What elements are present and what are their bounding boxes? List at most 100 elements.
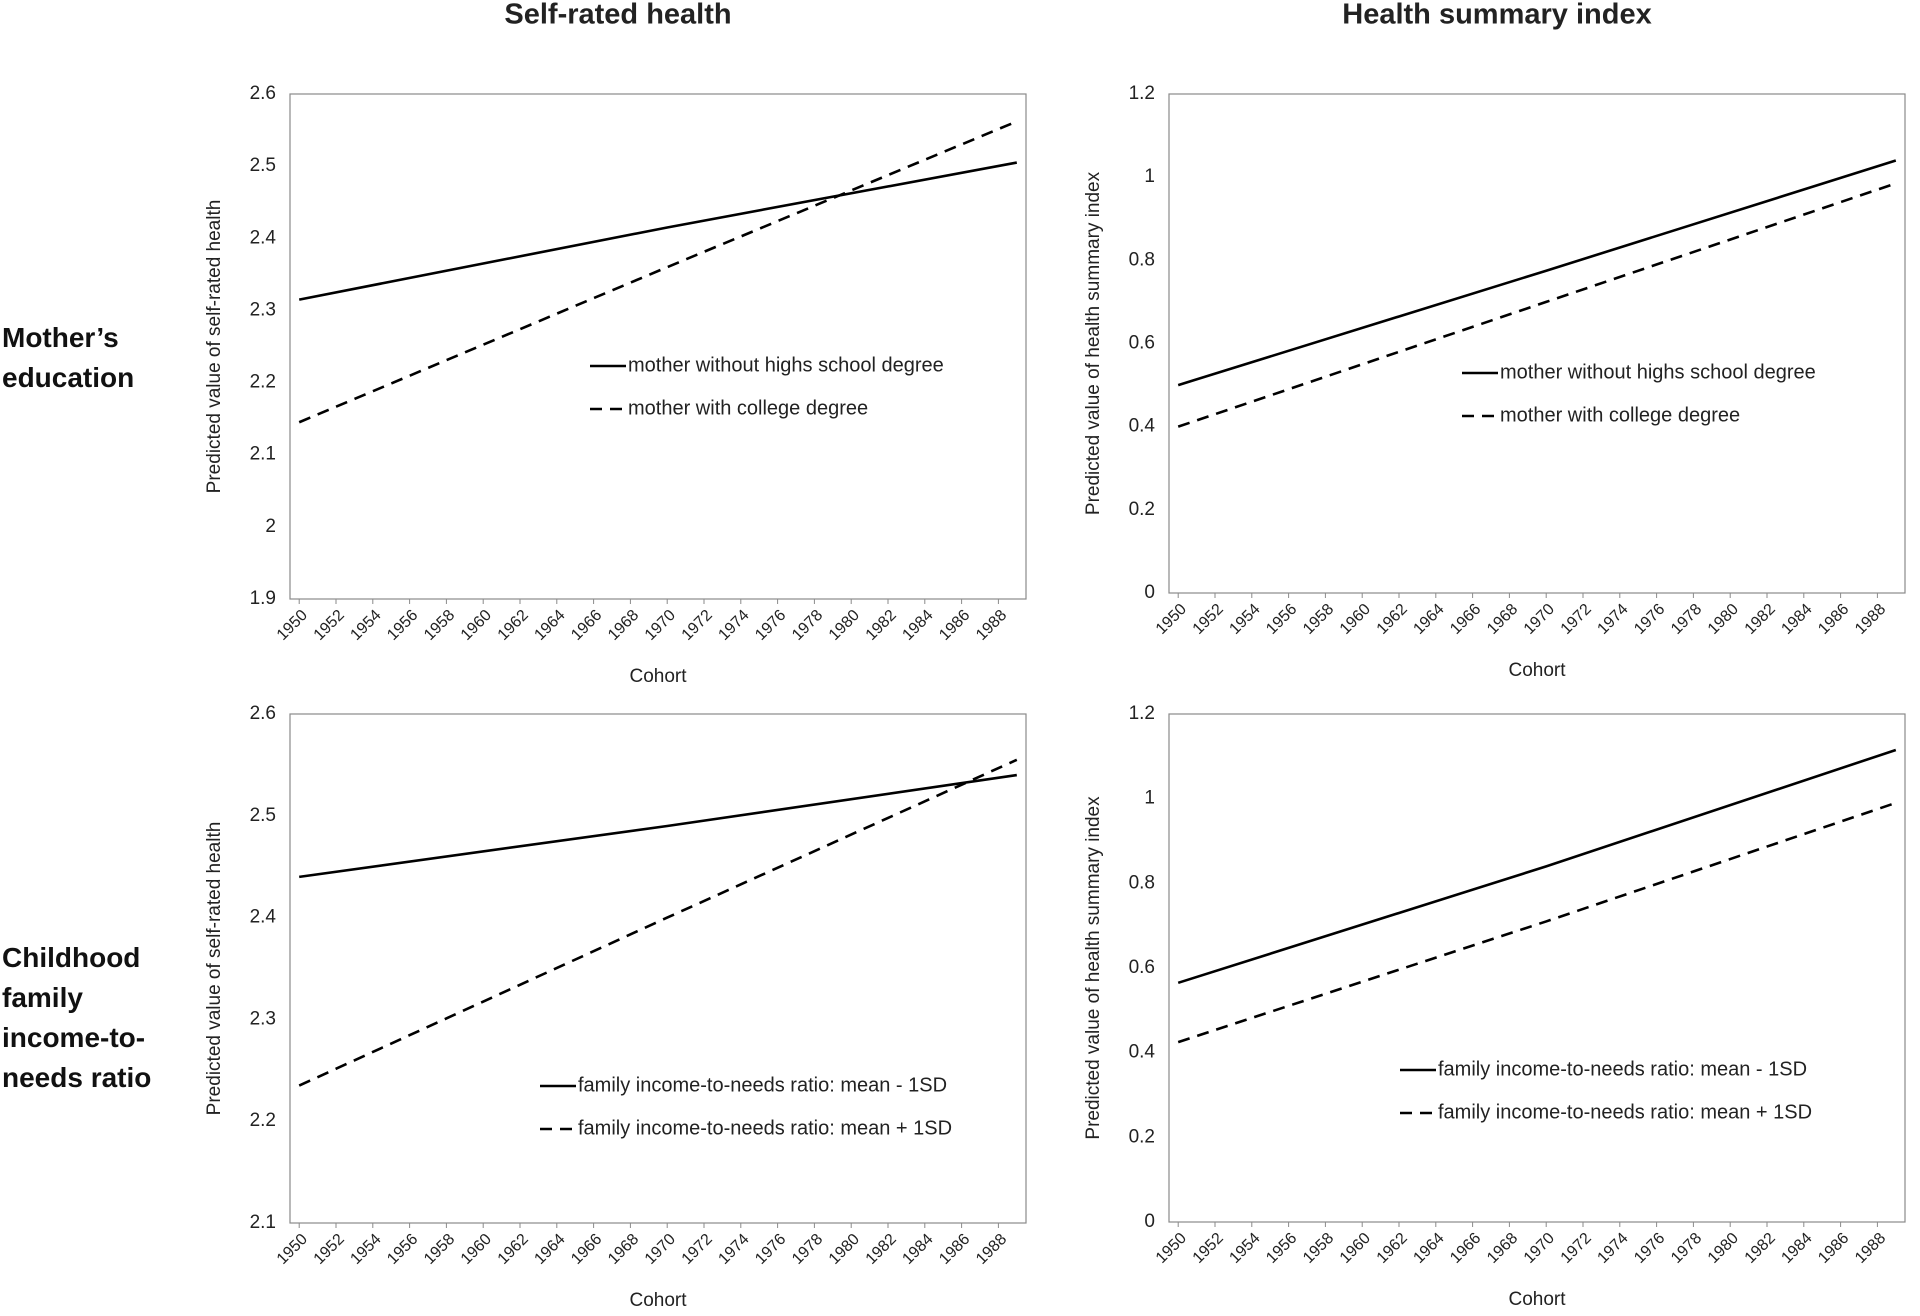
x-tick-label: 1952 [1190, 601, 1227, 638]
x-tick-label: 1968 [605, 1231, 642, 1268]
y-tick-label: 0.4 [1129, 416, 1156, 437]
y-tick-label: 2 [265, 516, 276, 537]
x-tick-label: 1966 [568, 607, 605, 644]
legend-label: mother without highs school degree [628, 354, 944, 376]
series-line [1177, 748, 1897, 985]
x-tick-label: 1952 [311, 607, 348, 644]
x-tick-label: 1968 [605, 607, 642, 644]
x-tick-label: 1980 [826, 1231, 863, 1268]
x-tick-label: 1952 [1190, 1230, 1227, 1267]
x-tick-label: 1962 [495, 607, 532, 644]
x-axis-label: Cohort [629, 666, 687, 687]
y-tick-label: 0.8 [1129, 872, 1155, 893]
y-tick-label: 1 [1144, 788, 1155, 809]
x-tick-label: 1980 [826, 607, 863, 644]
x-tick-label: 1978 [1668, 601, 1705, 638]
y-axis-label: Predicted value of health summary index [1083, 171, 1104, 515]
y-tick-label: 2.6 [250, 703, 276, 724]
x-tick-label: 1954 [347, 1231, 384, 1268]
x-tick-label: 1966 [1447, 601, 1484, 638]
y-tick-label: 0.2 [1129, 499, 1155, 520]
x-tick-label: 1976 [752, 607, 789, 644]
y-tick-label: 1 [1144, 166, 1155, 187]
y-axis-label: Predicted value of self-rated health [204, 200, 225, 494]
x-tick-label: 1980 [1705, 1230, 1742, 1267]
legend-label: family income-to-needs ratio: mean + 1SD [1438, 1101, 1812, 1123]
series-line [298, 161, 1018, 301]
x-tick-label: 1988 [973, 1231, 1010, 1268]
legend-label: family income-to-needs ratio: mean + 1SD [578, 1117, 952, 1139]
y-tick-label: 0.4 [1129, 1042, 1156, 1063]
x-tick-label: 1974 [1594, 1230, 1631, 1267]
x-tick-label: 1980 [1705, 601, 1742, 638]
x-tick-label: 1982 [863, 1231, 900, 1268]
x-tick-label: 1972 [1558, 601, 1595, 638]
x-tick-label: 1984 [899, 1231, 936, 1268]
x-tick-label: 1982 [1742, 1230, 1779, 1267]
x-tick-label: 1968 [1484, 601, 1521, 638]
x-axis-label: Cohort [629, 1290, 687, 1311]
x-tick-label: 1960 [458, 607, 495, 644]
x-tick-label: 1974 [715, 607, 752, 644]
x-tick-label: 1952 [311, 1231, 348, 1268]
x-tick-label: 1964 [1410, 1230, 1447, 1267]
x-tick-label: 1962 [1374, 1230, 1411, 1267]
x-tick-label: 1956 [1263, 601, 1300, 638]
x-tick-label: 1962 [495, 1231, 532, 1268]
x-tick-label: 1972 [1558, 1230, 1595, 1267]
x-tick-label: 1982 [1742, 601, 1779, 638]
x-tick-label: 1988 [1852, 601, 1889, 638]
x-tick-label: 1984 [899, 607, 936, 644]
x-tick-label: 1976 [1631, 1230, 1668, 1267]
y-tick-label: 0.2 [1129, 1126, 1155, 1147]
x-tick-label: 1960 [1337, 601, 1374, 638]
y-tick-label: 2.1 [250, 444, 276, 465]
x-tick-label: 1984 [1778, 601, 1815, 638]
x-tick-label: 1978 [789, 607, 826, 644]
x-tick-label: 1966 [1447, 1230, 1484, 1267]
x-tick-label: 1960 [1337, 1230, 1374, 1267]
row-label: Mother’s education [2, 322, 135, 393]
y-tick-label: 2.5 [250, 805, 276, 826]
x-tick-label: 1970 [1521, 601, 1558, 638]
x-tick-label: 1956 [1263, 1230, 1300, 1267]
row-label: Childhood family income-to-needs ratio [2, 942, 152, 1093]
x-tick-label: 1982 [863, 607, 900, 644]
x-tick-label: 1960 [458, 1231, 495, 1268]
plot-frame [289, 713, 1027, 1224]
plot-frame [289, 93, 1027, 600]
series-line [1177, 801, 1897, 1044]
x-tick-label: 1966 [568, 1231, 605, 1268]
legend-label: mother with college degree [628, 397, 868, 419]
x-tick-label: 1958 [421, 607, 458, 644]
x-tick-label: 1954 [1226, 601, 1263, 638]
y-tick-label: 2.2 [250, 1110, 276, 1131]
column-title: Health summary index [1342, 0, 1651, 31]
x-tick-label: 1976 [1631, 601, 1668, 638]
x-tick-label: 1956 [384, 607, 421, 644]
plot-frame [1168, 713, 1906, 1223]
y-tick-label: 2.4 [250, 907, 277, 928]
x-axis-label: Cohort [1508, 1289, 1566, 1310]
x-tick-label: 1986 [936, 1231, 973, 1268]
x-tick-label: 1958 [1300, 601, 1337, 638]
x-tick-label: 1950 [1153, 601, 1190, 638]
x-tick-label: 1950 [274, 1231, 311, 1268]
x-axis-label: Cohort [1508, 660, 1566, 681]
x-tick-label: 1978 [1668, 1230, 1705, 1267]
x-tick-label: 1954 [347, 607, 384, 644]
plot-frame [1168, 93, 1906, 594]
x-tick-label: 1970 [1521, 1230, 1558, 1267]
x-tick-label: 1964 [1410, 601, 1447, 638]
x-tick-label: 1974 [715, 1231, 752, 1268]
y-tick-label: 0 [1144, 582, 1155, 603]
series-line [1177, 182, 1897, 428]
x-tick-label: 1978 [789, 1231, 826, 1268]
x-tick-label: 1958 [421, 1231, 458, 1268]
y-tick-label: 1.9 [250, 588, 276, 609]
x-tick-label: 1974 [1594, 601, 1631, 638]
legend-label: mother without highs school degree [1500, 361, 1816, 383]
x-tick-label: 1968 [1484, 1230, 1521, 1267]
x-tick-label: 1970 [642, 1231, 679, 1268]
